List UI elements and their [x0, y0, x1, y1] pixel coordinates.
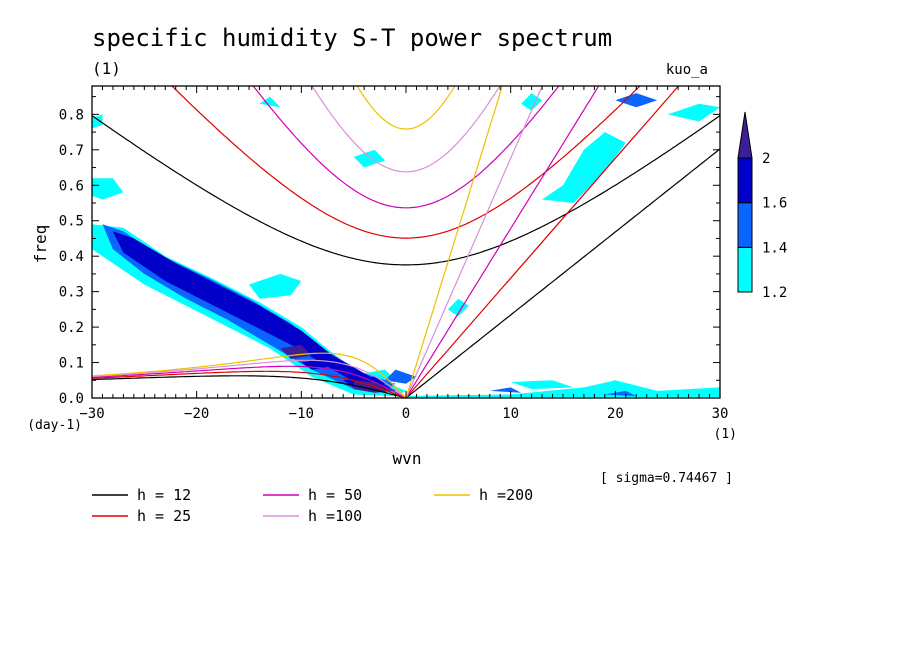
gravity-curve-h100 — [311, 86, 501, 173]
curve-legend: h = 12 h = 25 h = 50 h =100 h =200 — [92, 486, 533, 525]
x-tick-label: 30 — [712, 406, 729, 422]
rossby-curve-h100 — [92, 359, 407, 398]
chart-title: specific humidity S-T power spectrum — [92, 24, 612, 52]
kelvin-curve-h12 — [405, 148, 720, 398]
shaded-region-1-4 — [385, 369, 417, 384]
rossby-curve-h12 — [92, 375, 407, 398]
y-tick-label: 0.7 — [59, 143, 84, 159]
kelvin-curve-h50 — [405, 86, 600, 398]
colorbar-segment — [737, 246, 753, 293]
kelvin-curve-h200 — [405, 86, 503, 398]
legend-label: h =200 — [479, 486, 533, 504]
legend-label: h = 25 — [137, 507, 191, 525]
shaded-region-1-2 — [92, 178, 124, 200]
colorbar: 1.2 1.4 1.6 2 — [737, 111, 787, 301]
x-tick-label: −30 — [79, 406, 104, 422]
plot-area: −30 −20 −10 0 10 20 30 0.0 0.1 0.2 0.3 0.4 0.5 0.6 0.7… — [59, 85, 729, 422]
y-axis-unit: (day-1) — [27, 418, 82, 433]
shaded-region-1-2 — [542, 132, 626, 203]
gravity-curve-h25 — [171, 86, 641, 239]
x-tick-label: 10 — [502, 406, 519, 422]
rossby-curve-h50 — [92, 365, 407, 398]
kelvin-curve-h25 — [405, 86, 680, 398]
shaded-contours — [92, 93, 720, 398]
colorbar-label: 1.4 — [762, 240, 787, 256]
shaded-region-1-2 — [249, 273, 302, 299]
plot-frame — [91, 85, 721, 399]
x-axis-unit: (1) — [714, 427, 737, 442]
shaded-region-1-2 — [259, 96, 281, 108]
legend-label: h =100 — [308, 507, 362, 525]
shaded-region-1-2 — [406, 380, 720, 398]
x-axis-label: wvn — [393, 449, 422, 468]
y-tick-label: 0.8 — [59, 107, 84, 123]
shaded-region-1-2 — [521, 93, 543, 111]
sigma-annotation: [ sigma=0.74467 ] — [600, 471, 733, 486]
colorbar-segment — [737, 157, 753, 204]
subtitle-units: (1) — [92, 59, 121, 78]
y-tick-label: 0.3 — [59, 285, 84, 301]
y-tick-label: 0.4 — [59, 249, 84, 265]
y-tick-label: 0.2 — [59, 320, 84, 336]
x-tick-label: 0 — [402, 406, 410, 422]
colorbar-extension — [737, 111, 753, 159]
gravity-curve-h50 — [252, 86, 560, 209]
colorbar-label: 1.6 — [762, 196, 787, 212]
dispersion-curves — [92, 86, 720, 398]
gravity-curve-h200 — [356, 86, 456, 130]
x-tick-label: 20 — [607, 406, 624, 422]
shaded-region-1-4 — [489, 387, 522, 393]
x-tick-label: −20 — [184, 406, 209, 422]
shaded-region-1-2 — [510, 380, 574, 390]
x-tick-label: −10 — [289, 406, 314, 422]
subtitle-case: kuo_a — [666, 62, 708, 78]
kelvin-curve-h100 — [405, 86, 543, 398]
shaded-region-1-4 — [615, 93, 658, 108]
y-tick-label: 0.0 — [59, 391, 84, 407]
rossby-curve-h25 — [92, 370, 407, 398]
gravity-curve-h12 — [92, 115, 720, 266]
colorbar-segment — [737, 202, 753, 248]
shaded-region-1-2 — [447, 298, 469, 317]
shaded-region-1-6 — [112, 231, 396, 391]
shaded-region-1-4 — [604, 390, 637, 397]
axis-ticks — [91, 86, 721, 399]
y-axis-label: freq — [31, 225, 50, 264]
colorbar-label: 1.2 — [762, 285, 787, 301]
y-tick-label: 0.6 — [59, 178, 84, 194]
y-tick-label: 0.5 — [59, 214, 84, 230]
colorbar-label: 2 — [762, 151, 770, 167]
shaded-region-1-2 — [667, 103, 720, 122]
y-tick-label: 0.1 — [59, 356, 84, 372]
legend-label: h = 50 — [308, 486, 362, 504]
rossby-curve-h200 — [92, 352, 407, 398]
legend-label: h = 12 — [137, 486, 191, 504]
